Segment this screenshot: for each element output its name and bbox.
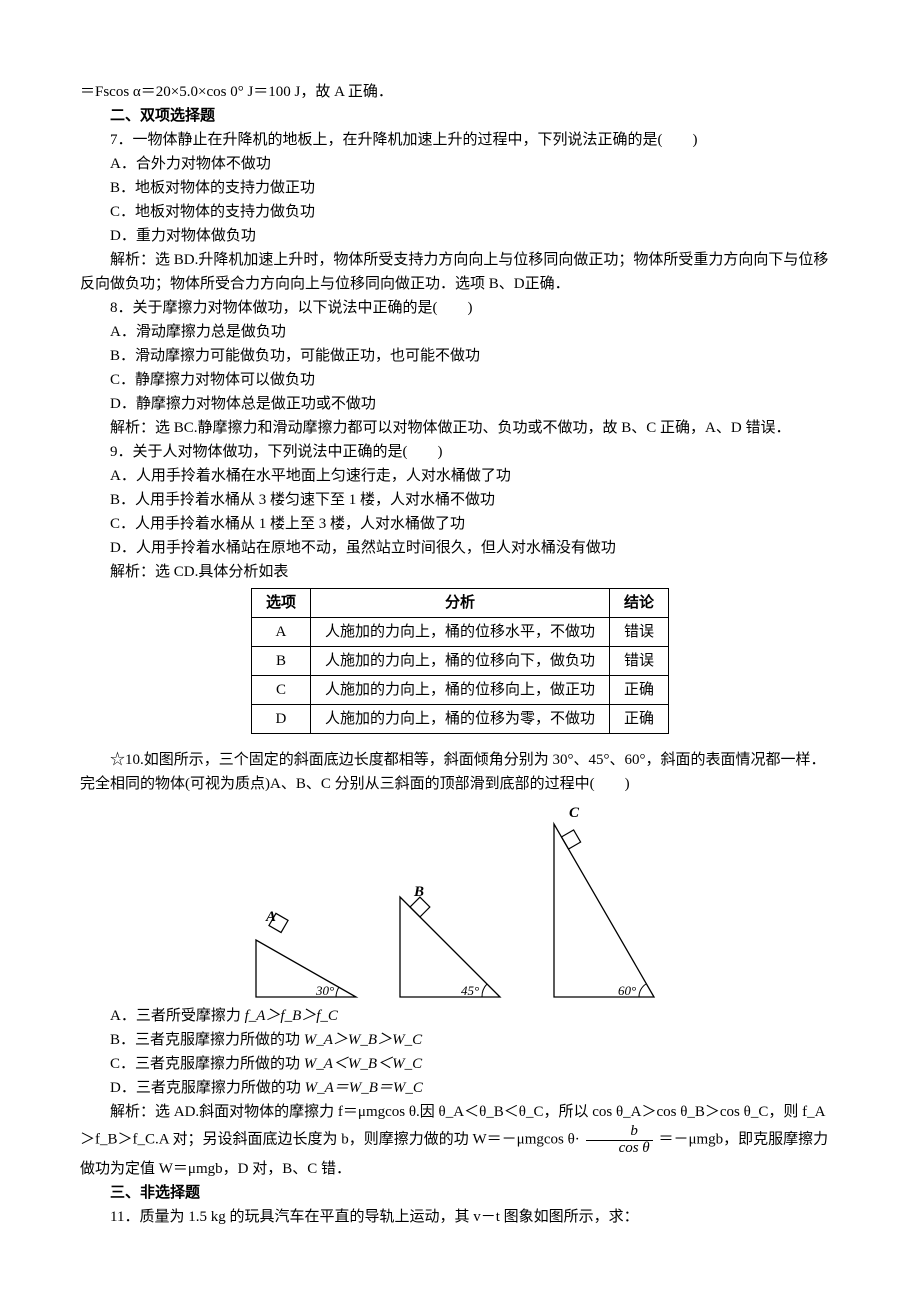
label-a: A bbox=[265, 909, 276, 925]
table-row: A 人施加的力向上，桶的位移水平，不做功 错误 bbox=[251, 618, 668, 647]
section-2-title: 二、双项选择题 bbox=[80, 104, 840, 128]
q7-opt-b: B．地板对物体的支持力做正功 bbox=[80, 176, 840, 200]
q9-opt-d: D．人用手拎着水桶站在原地不动，虽然站立时间很久，但人对水桶没有做功 bbox=[80, 536, 840, 560]
q11-stem: 11．质量为 1.5 kg 的玩具汽车在平直的导轨上运动，其 v－t 图象如图所… bbox=[80, 1205, 840, 1229]
q7-stem: 7．一物体静止在升降机的地板上，在升降机加速上升的过程中，下列说法正确的是( ) bbox=[80, 128, 840, 152]
th-analysis: 分析 bbox=[310, 589, 609, 618]
q8-stem: 8．关于摩擦力对物体做功，以下说法中正确的是( ) bbox=[80, 296, 840, 320]
cell: 正确 bbox=[610, 676, 669, 705]
q10-stem: ☆10.如图所示，三个固定的斜面底边长度都相等，斜面倾角分别为 30°、45°、… bbox=[80, 748, 840, 796]
cell: D bbox=[251, 705, 310, 734]
triangle-30-icon: A 30° bbox=[246, 907, 366, 1002]
q7-opt-a: A．合外力对物体不做功 bbox=[80, 152, 840, 176]
opt-math: W_A＞W_B＞W_C bbox=[304, 1032, 422, 1048]
opt-math: W_A＝W_B＝W_C bbox=[305, 1080, 423, 1096]
th-option: 选项 bbox=[251, 589, 310, 618]
q10-opt-c: C．三者克服摩擦力所做的功 W_A＜W_B＜W_C bbox=[80, 1052, 840, 1076]
q8-opt-b: B．滑动摩擦力可能做负功，可能做正功，也可能不做功 bbox=[80, 344, 840, 368]
cell: 人施加的力向上，桶的位移向下，做负功 bbox=[310, 647, 609, 676]
q9-opt-c: C．人用手拎着水桶从 1 楼上至 3 楼，人对水桶做了功 bbox=[80, 512, 840, 536]
opt-text: C．三者克服摩擦力所做的功 bbox=[110, 1056, 304, 1072]
cell: 人施加的力向上，桶的位移向上，做正功 bbox=[310, 676, 609, 705]
q9-analysis-table: 选项 分析 结论 A 人施加的力向上，桶的位移水平，不做功 错误 B 人施加的力… bbox=[251, 588, 669, 734]
q7-answer: 解析：选 BD.升降机加速上升时，物体所受支持力方向向上与位移同向做正功；物体所… bbox=[80, 248, 840, 296]
triangle-45-icon: B 45° bbox=[390, 872, 520, 1002]
q10-opt-d: D．三者克服摩擦力所做的功 W_A＝W_B＝W_C bbox=[80, 1076, 840, 1100]
cell: 正确 bbox=[610, 705, 669, 734]
cell: 错误 bbox=[610, 647, 669, 676]
opt-text: D．三者克服摩擦力所做的功 bbox=[110, 1080, 305, 1096]
table-row: D 人施加的力向上，桶的位移为零，不做功 正确 bbox=[251, 705, 668, 734]
q8-opt-d: D．静摩擦力对物体总是做正功或不做功 bbox=[80, 392, 840, 416]
q10-answer: 解析：选 AD.斜面对物体的摩擦力 f＝μmgcos θ.因 θ_A＜θ_B＜θ… bbox=[80, 1100, 840, 1181]
label-b: B bbox=[413, 884, 424, 900]
table-row: C 人施加的力向上，桶的位移向上，做正功 正确 bbox=[251, 676, 668, 705]
section-3-title: 三、非选择题 bbox=[80, 1181, 840, 1205]
opt-math: f_A＞f_B＞f_C bbox=[245, 1008, 338, 1024]
th-result: 结论 bbox=[610, 589, 669, 618]
fraction: b cos θ bbox=[586, 1124, 653, 1157]
cell: B bbox=[251, 647, 310, 676]
angle-45: 45° bbox=[461, 983, 479, 998]
q9-stem: 9．关于人对物体做功，下列说法中正确的是( ) bbox=[80, 440, 840, 464]
q10-opt-a: A．三者所受摩擦力 f_A＞f_B＞f_C bbox=[80, 1004, 840, 1028]
opt-text: B．三者克服摩擦力所做的功 bbox=[110, 1032, 304, 1048]
label-c: C bbox=[569, 805, 580, 821]
q8-opt-c: C．静摩擦力对物体可以做负功 bbox=[80, 368, 840, 392]
triangle-60-icon: C 60° bbox=[544, 802, 674, 1002]
cell: 人施加的力向上，桶的位移为零，不做功 bbox=[310, 705, 609, 734]
table-row: B 人施加的力向上，桶的位移向下，做负功 错误 bbox=[251, 647, 668, 676]
cell: 错误 bbox=[610, 618, 669, 647]
cell: 人施加的力向上，桶的位移水平，不做功 bbox=[310, 618, 609, 647]
top-equation: ＝Fscos α＝20×5.0×cos 0° J＝100 J，故 A 正确． bbox=[80, 80, 840, 104]
q9-opt-a: A．人用手拎着水桶在水平地面上匀速行走，人对水桶做了功 bbox=[80, 464, 840, 488]
q10-opt-b: B．三者克服摩擦力所做的功 W_A＞W_B＞W_C bbox=[80, 1028, 840, 1052]
opt-math: W_A＜W_B＜W_C bbox=[304, 1056, 422, 1072]
q8-opt-a: A．滑动摩擦力总是做负功 bbox=[80, 320, 840, 344]
frac-num: b bbox=[586, 1124, 653, 1141]
table-header-row: 选项 分析 结论 bbox=[251, 589, 668, 618]
q9-opt-b: B．人用手拎着水桶从 3 楼匀速下至 1 楼，人对水桶不做功 bbox=[80, 488, 840, 512]
q8-answer: 解析：选 BC.静摩擦力和滑动摩擦力都可以对物体做正功、负功或不做功，故 B、C… bbox=[80, 416, 840, 440]
angle-60: 60° bbox=[618, 983, 636, 998]
q7-opt-d: D．重力对物体做负功 bbox=[80, 224, 840, 248]
cell: A bbox=[251, 618, 310, 647]
q10-diagram: A 30° B 45° C 60° bbox=[80, 802, 840, 1002]
cell: C bbox=[251, 676, 310, 705]
opt-text: A．三者所受摩擦力 bbox=[110, 1008, 245, 1024]
q7-opt-c: C．地板对物体的支持力做负功 bbox=[80, 200, 840, 224]
frac-den: cos θ bbox=[586, 1141, 653, 1157]
angle-30: 30° bbox=[315, 983, 334, 998]
q9-answer: 解析：选 CD.具体分析如表 bbox=[80, 560, 840, 584]
